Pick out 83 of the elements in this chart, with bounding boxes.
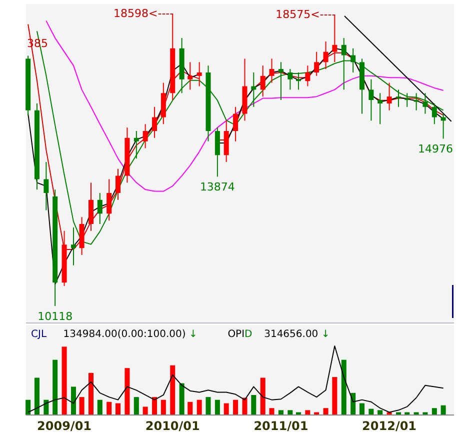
text: 134984.00(0.00:100.00) ↓ — [63, 329, 198, 340]
bar — [52, 360, 58, 415]
bar — [341, 360, 346, 415]
candlestick — [314, 51, 320, 76]
text: 314656.00 ↓ — [264, 329, 330, 340]
bar — [224, 403, 229, 415]
bar — [332, 377, 338, 415]
bar — [378, 410, 383, 415]
bar — [359, 403, 364, 415]
candlestick — [323, 40, 328, 70]
candlestick — [341, 38, 346, 90]
candlestick — [188, 62, 193, 90]
bar — [188, 402, 193, 415]
bar — [70, 386, 76, 415]
candlestick — [368, 78, 374, 122]
bar — [124, 368, 130, 415]
bar — [242, 398, 248, 415]
bar — [314, 412, 320, 415]
bar — [206, 397, 211, 415]
x-tick-label: 2012/01 — [362, 419, 417, 433]
bar — [26, 400, 31, 415]
bar — [116, 403, 121, 415]
bar — [152, 397, 158, 415]
text: CJL — [31, 329, 47, 340]
candlestick — [432, 102, 437, 125]
candlestick — [142, 124, 148, 149]
bar — [432, 408, 437, 415]
annotation: 18598<---- — [114, 7, 174, 20]
x-tick-label: 2009/01 — [37, 419, 92, 433]
annotation: 13874 — [200, 180, 235, 194]
bar — [288, 410, 293, 415]
x-tick-label: 2011/01 — [254, 419, 308, 433]
candlestick — [422, 92, 428, 114]
candlestick — [350, 48, 356, 73]
bar — [142, 406, 148, 415]
candlestick — [440, 113, 446, 140]
candlestick — [134, 130, 139, 160]
candlestick — [44, 161, 49, 211]
text: OPID — [228, 329, 253, 340]
bar — [88, 372, 94, 415]
annotation: 14976 — [418, 142, 453, 156]
bar — [106, 402, 112, 415]
annotation: 10118 — [38, 310, 73, 324]
bar — [414, 412, 419, 415]
bar — [278, 410, 284, 415]
bar — [269, 408, 274, 415]
bar — [323, 408, 328, 415]
candlestick — [278, 62, 284, 101]
candlestick — [396, 89, 401, 108]
bar — [214, 400, 220, 415]
candlestick — [116, 168, 121, 200]
bar — [34, 378, 40, 415]
bar — [179, 383, 184, 415]
bar — [79, 397, 84, 415]
bar — [305, 410, 310, 415]
candlestick — [251, 72, 256, 108]
bar — [62, 346, 67, 415]
candlestick — [260, 65, 266, 98]
bar — [422, 412, 428, 415]
bar — [170, 365, 176, 415]
candlestick — [305, 65, 310, 87]
annotation: 18575<---- — [276, 8, 336, 21]
candlestick — [152, 106, 158, 138]
candlestick — [233, 106, 238, 142]
candlestick — [106, 178, 112, 222]
bar — [296, 412, 301, 415]
candlestick — [196, 62, 202, 87]
bar — [134, 397, 139, 415]
bar — [97, 400, 102, 415]
candlestick — [288, 68, 293, 90]
candlestick — [386, 82, 392, 111]
bar — [160, 400, 166, 415]
bar — [251, 394, 256, 415]
bar — [396, 412, 401, 415]
candlestick — [378, 92, 383, 125]
bar — [404, 412, 410, 415]
bar — [196, 400, 202, 415]
x-tick-label: 2010/01 — [145, 419, 200, 433]
bar — [260, 378, 266, 415]
candlestick — [97, 192, 102, 224]
candlestick — [269, 58, 274, 84]
bar — [440, 405, 446, 415]
bar — [233, 400, 238, 415]
